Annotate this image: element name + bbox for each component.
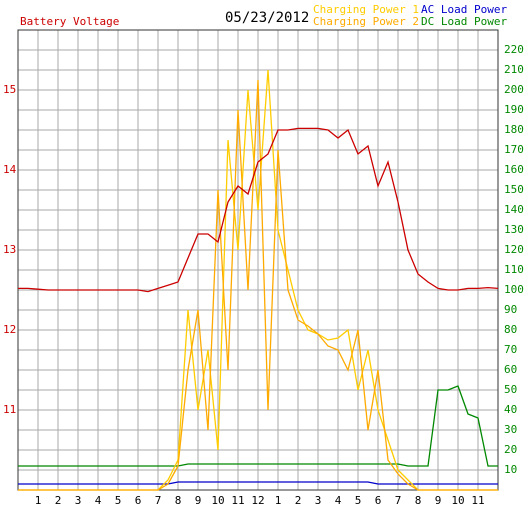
x-tick-label: 6	[135, 494, 142, 507]
x-tick-label: 3	[75, 494, 82, 507]
y2-tick-label: 200	[504, 83, 524, 96]
x-tick-label: 6	[375, 494, 382, 507]
y2-tick-label: 180	[504, 123, 524, 136]
x-tick-label: 9	[195, 494, 202, 507]
x-tick-label: 4	[335, 494, 342, 507]
y2-tick-label: 190	[504, 103, 524, 116]
y2-tick-label: 20	[504, 443, 517, 456]
y2-tick-label: 70	[504, 343, 517, 356]
x-tick-label: 2	[55, 494, 62, 507]
legend-label: AC Load Power	[421, 3, 507, 16]
y2-tick-label: 90	[504, 303, 517, 316]
chart-title: 05/23/2012	[225, 10, 309, 26]
y2-tick-label: 60	[504, 363, 517, 376]
x-tick-label: 11	[231, 494, 244, 507]
legend-label: Battery Voltage	[20, 15, 119, 28]
x-tick-label: 1	[275, 494, 282, 507]
x-tick-label: 10	[451, 494, 464, 507]
y2-tick-label: 210	[504, 63, 524, 76]
x-tick-label: 11	[471, 494, 484, 507]
series-line	[18, 127, 499, 293]
legend-label: DC Load Power	[421, 15, 507, 28]
x-tick-label: 5	[355, 494, 362, 507]
y2-tick-label: 110	[504, 263, 524, 276]
y2-tick-label: 220	[504, 43, 524, 56]
y2-tick-label: 170	[504, 143, 524, 156]
y2-tick-label: 150	[504, 183, 524, 196]
y2-tick-label: 130	[504, 223, 524, 236]
plot-frame	[17, 29, 499, 491]
y2-tick-label: 100	[504, 283, 524, 296]
x-tick-label: 4	[95, 494, 102, 507]
x-tick-label: 8	[415, 494, 422, 507]
x-tick-label: 9	[435, 494, 442, 507]
y-tick-label: 14	[3, 163, 17, 176]
x-tick-label: 3	[315, 494, 322, 507]
series-line	[18, 481, 498, 485]
x-tick-label: 1	[35, 494, 42, 507]
y2-tick-label: 80	[504, 323, 517, 336]
series-line	[18, 385, 498, 467]
y2-tick-label: 10	[504, 463, 517, 476]
y-tick-label: 12	[3, 323, 16, 336]
y2-tick-label: 30	[504, 423, 517, 436]
x-tick-label: 5	[115, 494, 122, 507]
y2-tick-label: 40	[504, 403, 517, 416]
series-line	[18, 79, 498, 491]
y2-tick-label: 120	[504, 243, 524, 256]
y2-tick-label: 140	[504, 203, 524, 216]
y2-tick-label: 50	[504, 383, 517, 396]
x-tick-label: 7	[155, 494, 162, 507]
x-tick-label: 2	[295, 494, 302, 507]
y2-tick-label: 160	[504, 163, 524, 176]
x-tick-label: 12	[251, 494, 264, 507]
y-tick-label: 11	[3, 403, 16, 416]
y-tick-label: 13	[3, 243, 16, 256]
x-tick-label: 8	[175, 494, 182, 507]
y-tick-label: 15	[3, 83, 16, 96]
legend-label: Charging Power 1	[313, 3, 419, 16]
x-tick-label: 7	[395, 494, 402, 507]
legend-label: Charging Power 2	[313, 15, 419, 28]
x-tick-label: 10	[211, 494, 224, 507]
